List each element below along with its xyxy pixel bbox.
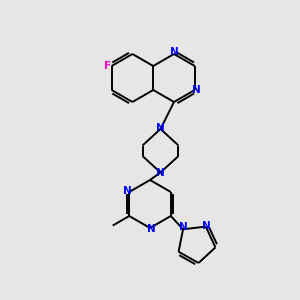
Text: N: N xyxy=(156,168,165,178)
Text: N: N xyxy=(156,123,165,133)
Text: N: N xyxy=(123,185,132,196)
Text: N: N xyxy=(147,224,156,235)
Text: F: F xyxy=(103,61,111,71)
Text: N: N xyxy=(169,47,178,58)
Text: N: N xyxy=(179,222,188,232)
Text: N: N xyxy=(202,221,211,231)
Text: N: N xyxy=(192,85,201,95)
